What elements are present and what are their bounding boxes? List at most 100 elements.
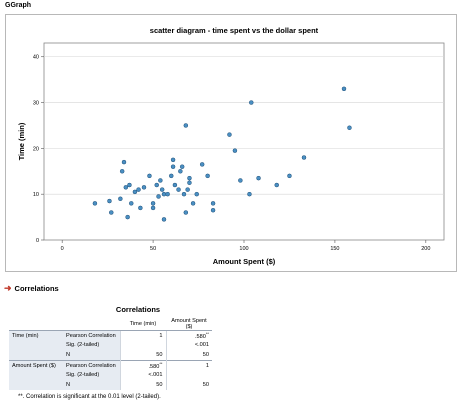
data-point — [249, 100, 254, 105]
data-point — [183, 210, 189, 215]
data-point — [169, 173, 174, 179]
row-statistic-label: N — [63, 379, 120, 390]
row-variable-label — [9, 370, 63, 380]
table-row: N 50 50 — [9, 379, 212, 390]
table-cell: 1 — [165, 359, 212, 371]
data-point — [109, 210, 114, 215]
data-point — [227, 132, 232, 137]
plot-area — [43, 42, 445, 241]
data-point — [210, 207, 216, 213]
row-statistic-label: Sig. (2-tailed) — [63, 340, 120, 351]
data-point — [147, 173, 152, 179]
row-variable-label — [9, 350, 63, 361]
data-point — [138, 205, 143, 211]
data-point — [205, 173, 210, 179]
data-point — [256, 175, 261, 181]
data-point — [127, 182, 132, 188]
x-tick-label: 0 — [61, 246, 64, 252]
correlations-table: Time (min) Amount Spent ($) Time (min) Pe… — [9, 318, 212, 390]
row-variable-label: Time (min) — [9, 329, 63, 341]
row-variable-label — [9, 340, 63, 351]
data-point — [301, 155, 307, 160]
table-row: Sig. (2-tailed) <.001 — [9, 340, 212, 351]
x-tick-label: 150 — [330, 246, 339, 252]
col-header-time: Time (min) — [120, 318, 166, 331]
y-tick-label: 30 — [33, 101, 39, 107]
data-point — [172, 182, 178, 188]
data-point — [179, 164, 185, 169]
data-point — [141, 185, 147, 190]
data-point — [129, 201, 134, 206]
row-statistic-label: Sig. (2-tailed) — [63, 370, 120, 380]
data-point — [118, 196, 123, 202]
data-point — [107, 198, 112, 204]
table-footnote: **. Correlation is significant at the 0.… — [18, 394, 161, 400]
x-tick-label: 100 — [239, 246, 248, 252]
output-header: GGraph — [5, 2, 32, 9]
data-point — [232, 148, 238, 153]
chart-frame[interactable]: 0 10 20 30 40 0 50 100 150 200 scatter diagram - t… — [5, 14, 457, 272]
row-statistic-label: Pearson Correlation — [63, 359, 120, 371]
y-axis-label: Time (min) — [17, 122, 26, 160]
data-point — [185, 187, 190, 192]
data-point — [238, 178, 243, 183]
data-point — [178, 169, 183, 174]
y-tick-label: 20 — [33, 146, 39, 152]
data-point — [136, 187, 141, 192]
row-statistic-label: Pearson Correlation — [63, 329, 120, 341]
y-tick-label: 0 — [36, 238, 39, 244]
correlations-section-title[interactable]: ➜ Correlations — [4, 283, 59, 294]
x-axis-label: Amount Spent ($) — [213, 257, 276, 266]
table-cell — [119, 340, 166, 351]
data-point — [154, 182, 159, 188]
table-cell: .580** — [165, 329, 212, 341]
data-point — [341, 86, 347, 92]
data-point — [150, 201, 156, 206]
chart-title: scatter diagram - time spent vs the doll… — [150, 26, 319, 35]
data-point — [274, 182, 279, 188]
table-corner — [9, 318, 120, 331]
table-cell: 50 — [119, 350, 166, 361]
data-point — [156, 194, 161, 199]
row-statistic-label: N — [63, 350, 120, 361]
data-point — [187, 180, 192, 185]
data-point — [165, 191, 170, 197]
data-point — [176, 187, 181, 192]
correlations-section-label: Correlations — [14, 284, 59, 293]
scatter-chart: 0 10 20 30 40 0 50 100 150 200 scatter diagram - t… — [17, 26, 445, 266]
col-header-amount: Amount Spent ($) — [166, 318, 212, 331]
data-point — [92, 201, 98, 206]
table-row: Sig. (2-tailed) <.001 — [9, 370, 212, 380]
data-point — [159, 187, 165, 192]
data-point — [170, 157, 176, 163]
correlations-table-title: Correlations — [115, 305, 161, 314]
table-row: Time (min) Pearson Correlation 1.580** — [9, 329, 212, 341]
data-point — [210, 201, 216, 206]
table-cell: .580** — [119, 359, 166, 371]
table-cell: 50 — [119, 379, 166, 390]
arrow-right-icon: ➜ — [4, 283, 12, 293]
table-cell: 50 — [165, 350, 212, 361]
significance-marker: ** — [159, 361, 163, 367]
x-tick-label: 50 — [150, 246, 156, 252]
significance-marker: ** — [205, 331, 209, 337]
data-point — [123, 185, 129, 190]
y-tick-label: 10 — [33, 192, 39, 198]
data-point — [181, 191, 187, 197]
table-row: N 50 50 — [9, 350, 212, 361]
table-cell: 1 — [119, 329, 166, 341]
data-point — [287, 173, 292, 179]
table-cell: <.001 — [165, 340, 212, 351]
data-point — [132, 189, 138, 195]
table-cell: 50 — [165, 379, 212, 390]
data-point — [158, 178, 163, 183]
x-tick-label: 200 — [421, 246, 430, 252]
data-point — [190, 201, 196, 206]
table-cell — [165, 370, 212, 380]
data-point — [170, 164, 176, 169]
data-point — [119, 169, 125, 174]
data-point — [125, 214, 130, 220]
y-tick-label: 40 — [33, 55, 39, 61]
data-point — [347, 125, 352, 131]
row-variable-label — [9, 379, 63, 390]
